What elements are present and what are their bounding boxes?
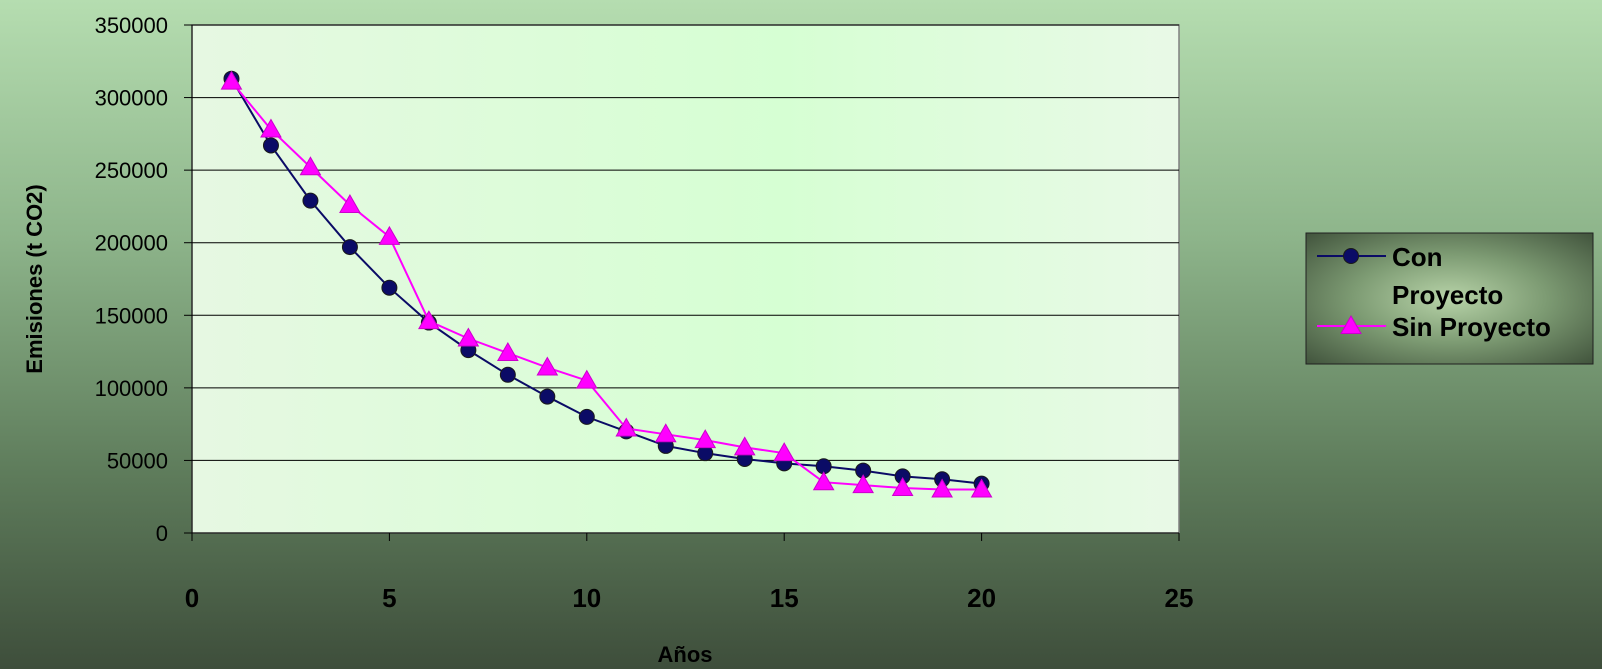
- x-axis-ticks: 0 5 10 15 20 25: [185, 533, 1194, 613]
- plot-area: [191, 24, 1180, 534]
- series-layer: [220, 70, 993, 498]
- legend-marker: [1340, 314, 1362, 334]
- y-axis-ticks: 0 50000 100000 150000 200000 250000 300000 3500…: [95, 13, 192, 546]
- series-1: [220, 70, 993, 498]
- data-point: [339, 193, 361, 213]
- x-tick-label: 15: [770, 583, 799, 613]
- data-point: [418, 310, 440, 330]
- data-point: [812, 471, 835, 491]
- legend-label: Con: [1392, 242, 1443, 272]
- axes: [191, 25, 1179, 534]
- data-point: [539, 388, 556, 405]
- data-point: [341, 239, 358, 256]
- data-point: [733, 436, 756, 456]
- data-point: [378, 225, 401, 245]
- y-tick-label: 50000: [107, 448, 168, 473]
- data-point: [891, 476, 914, 497]
- data-point: [694, 429, 717, 449]
- legend-label: Proyecto: [1392, 280, 1503, 310]
- data-point: [457, 327, 480, 347]
- y-tick-label: 100000: [95, 376, 168, 401]
- data-point: [615, 417, 638, 437]
- data-point: [970, 478, 993, 498]
- y-tick-label: 0: [156, 521, 168, 546]
- data-point: [852, 474, 875, 494]
- x-tick-label: 10: [572, 583, 601, 613]
- x-tick-label: 5: [382, 583, 396, 613]
- x-tick-label: 25: [1165, 583, 1194, 613]
- data-point: [220, 70, 243, 90]
- data-point: [299, 156, 322, 176]
- data-point: [260, 118, 282, 138]
- x-tick-label: 0: [185, 583, 199, 613]
- y-tick-label: 200000: [95, 231, 168, 256]
- y-tick-label: 300000: [95, 86, 168, 111]
- data-point: [578, 408, 595, 425]
- x-tick-label: 20: [967, 583, 996, 613]
- y-tick-label: 150000: [95, 303, 168, 328]
- data-point: [499, 366, 516, 383]
- y-tick-label: 250000: [95, 158, 168, 183]
- data-point: [931, 478, 953, 498]
- data-point: [381, 279, 398, 296]
- data-point: [262, 137, 279, 154]
- data-point: [773, 442, 796, 462]
- legend-marker: [1343, 248, 1359, 264]
- legend-label: Sin Proyecto: [1392, 312, 1551, 342]
- data-point: [496, 342, 519, 362]
- series-0: [223, 70, 990, 492]
- y-axis-title: Emisiones (t CO2): [22, 184, 47, 373]
- y-tick-label: 350000: [95, 13, 168, 38]
- data-point: [654, 423, 677, 443]
- data-point: [536, 356, 559, 376]
- x-axis-title: Años: [658, 642, 713, 667]
- data-point: [575, 369, 598, 389]
- data-point: [302, 192, 319, 209]
